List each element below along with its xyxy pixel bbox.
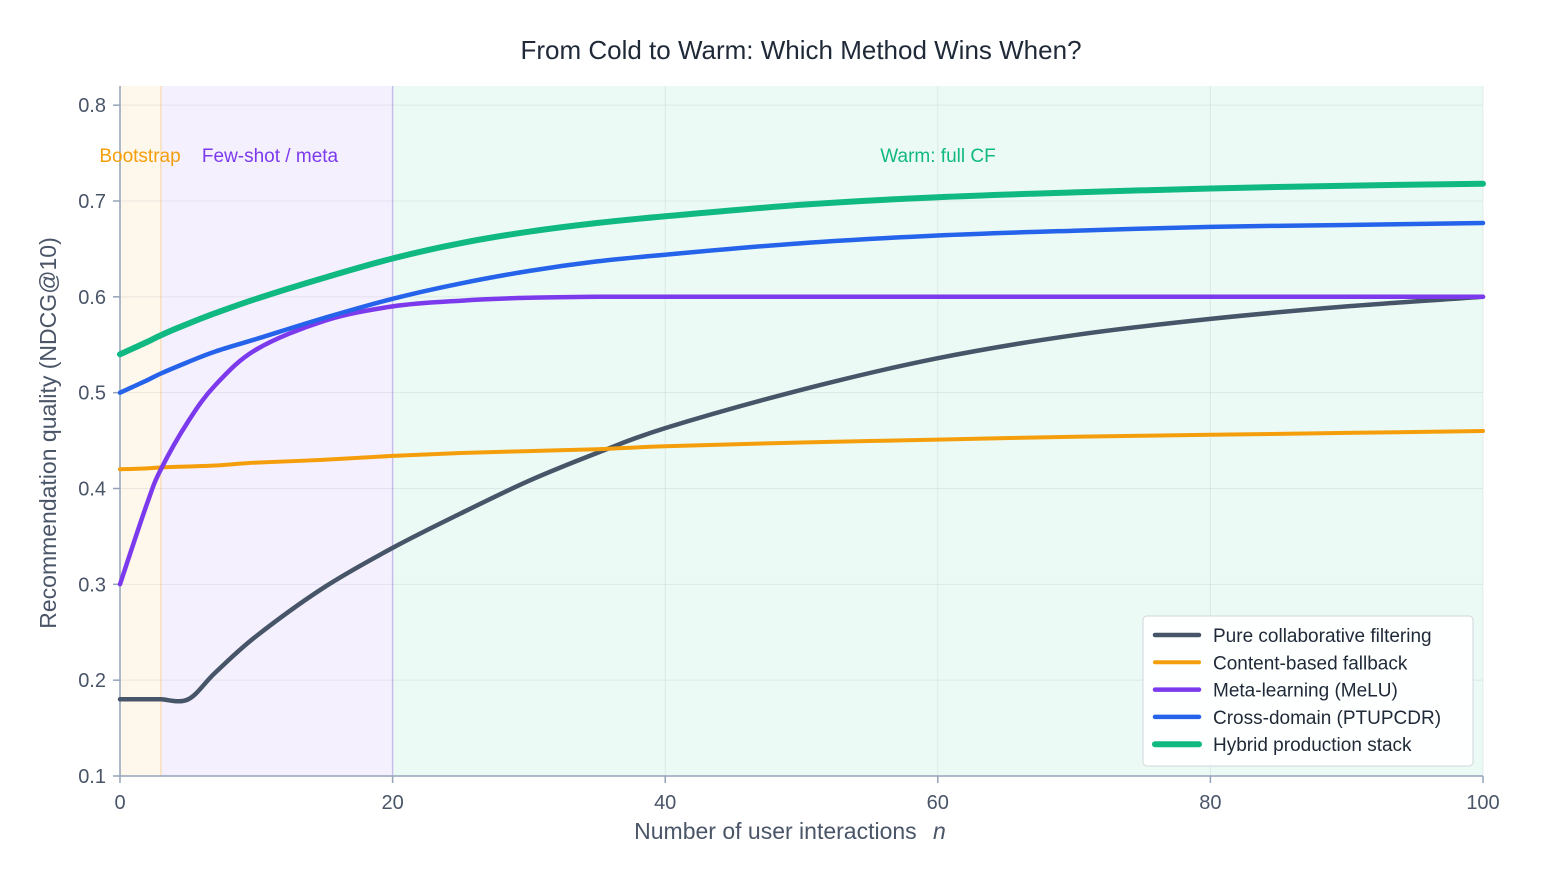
x-tick-label-0: 0 [114,792,125,814]
series-line-4 [117,180,1486,358]
series-line-0 [117,294,1486,704]
x-tick-label-2: 40 [654,792,676,814]
x-tick-label-5: 100 [1466,792,1499,814]
series-line-3 [117,220,1486,395]
region-label-0: Bootstrap [99,146,180,167]
region-band-1 [160,86,393,776]
y-tick-label-4: 0.5 [78,383,106,405]
y-tick-label-0: 0.1 [78,766,106,788]
series-lines [117,180,1486,704]
legend-label-2: Meta-learning (MeLU) [1213,681,1398,702]
y-tick-label-7: 0.8 [78,95,106,117]
x-tick-label-4: 80 [1199,792,1221,814]
legend-label-3: Cross-domain (PTUPCDR) [1213,708,1441,729]
x-axis-title-text: Number of user interactions [634,818,917,844]
y-tick-label-2: 0.3 [78,574,106,596]
tick-labels: 0 20 40 60 80 100 0.1 0.2 0.3 0.4 0.5 0.6 0.7 0.8 [78,95,1500,814]
series-line-2 [117,294,1486,587]
y-tick-label-6: 0.7 [78,191,106,213]
chart-title: From Cold to Warm: Which Method Wins Whe… [520,35,1081,65]
y-axis-title: Recommendation quality (NDCG@10) [35,237,61,629]
x-tick-label-1: 20 [381,792,403,814]
region-band-0 [120,86,161,776]
legend-label-4: Hybrid production stack [1213,735,1412,756]
region-label-2: Warm: full CF [880,146,995,167]
region-label-1: Few-shot / meta [202,146,339,167]
legend: Pure collaborative filtering Content-base… [1142,615,1474,767]
legend-label-0: Pure collaborative filtering [1213,626,1432,647]
y-tick-label-1: 0.2 [78,670,106,692]
series-line-1 [118,429,1485,472]
legend-box [1142,615,1474,767]
y-tick-label-3: 0.4 [78,479,106,501]
region-labels: Bootstrap Few-shot / meta Warm: full CF [99,146,995,167]
x-axis-title: Number of user interactions n [634,818,946,844]
legend-label-1: Content-based fallback [1213,653,1408,674]
x-axis-variable: n [933,818,946,844]
y-tick-label-5: 0.6 [78,287,106,309]
x-tick-label-3: 60 [927,792,949,814]
